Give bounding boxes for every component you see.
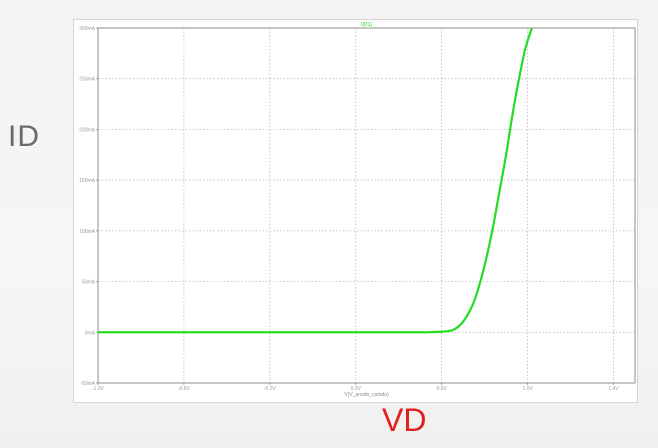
- y-tick-label: 150mA: [79, 178, 96, 184]
- series-layer: [98, 28, 533, 334]
- plot-border: [97, 27, 636, 384]
- x-tick-label: 0.2V: [351, 386, 362, 392]
- x-tick-label: -0.6V: [178, 386, 191, 392]
- x-tick-label: 0.6V: [437, 386, 448, 392]
- series-line: [98, 28, 533, 334]
- x-side-label: VD: [382, 402, 427, 438]
- x-axis-title: V(V_anodo_catodo): [344, 392, 389, 398]
- y-tick-label: 0mA: [85, 330, 96, 336]
- grid: [98, 28, 635, 383]
- axes: [96, 27, 636, 385]
- y-side-label: ID: [8, 120, 40, 153]
- x-tick-label: 1.0V: [522, 386, 533, 392]
- y-tick-label: 100mA: [79, 229, 96, 235]
- labels: -1.0V -0.6V -0.2V 0.2V 0.6V 1.0V 1.4V -50mA 0mA 5…: [79, 22, 619, 398]
- x-tick-label: -1.0V: [92, 386, 105, 392]
- iv-curve-chart: -1.0V -0.6V -0.2V 0.2V 0.6V 1.0V 1.4V -50mA 0mA 5…: [79, 22, 636, 398]
- y-tick-label: 300mA: [79, 26, 96, 32]
- chart-title: I(D1): [361, 22, 372, 28]
- y-tick-label: 200mA: [79, 127, 96, 133]
- y-tick-label: 250mA: [79, 77, 96, 83]
- y-tick-label: -50mA: [80, 381, 95, 387]
- x-tick-label: -0.2V: [264, 386, 277, 392]
- y-tick-label: 50mA: [82, 280, 96, 286]
- plot-area: -1.0V -0.6V -0.2V 0.2V 0.6V 1.0V 1.4V -50mA 0mA 5…: [73, 19, 638, 403]
- x-tick-label: 1.4V: [608, 386, 619, 392]
